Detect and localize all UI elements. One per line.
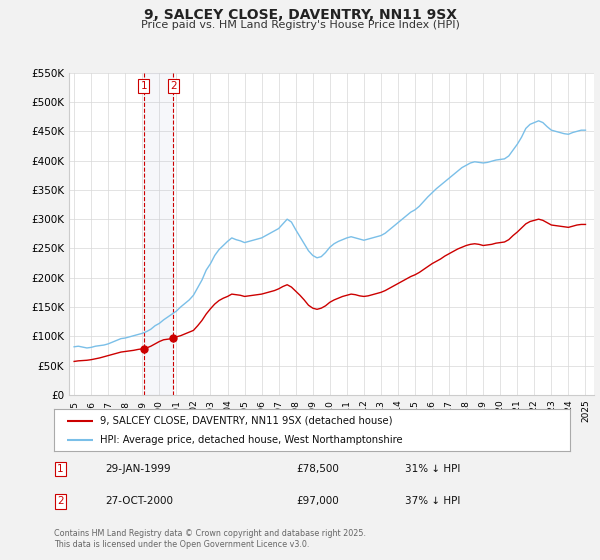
- Text: Price paid vs. HM Land Registry's House Price Index (HPI): Price paid vs. HM Land Registry's House …: [140, 20, 460, 30]
- Text: 27-OCT-2000: 27-OCT-2000: [106, 496, 173, 506]
- Text: £97,000: £97,000: [296, 496, 339, 506]
- Text: 2: 2: [170, 81, 176, 91]
- Text: 1: 1: [140, 81, 147, 91]
- Bar: [143, 73, 173, 395]
- Text: 2: 2: [57, 496, 64, 506]
- Text: Contains HM Land Registry data © Crown copyright and database right 2025.
This d: Contains HM Land Registry data © Crown c…: [54, 529, 366, 549]
- Text: 37% ↓ HPI: 37% ↓ HPI: [405, 496, 460, 506]
- Text: 31% ↓ HPI: 31% ↓ HPI: [405, 464, 460, 474]
- Text: 1: 1: [57, 464, 64, 474]
- Text: HPI: Average price, detached house, West Northamptonshire: HPI: Average price, detached house, West…: [100, 435, 403, 445]
- Text: 29-JAN-1999: 29-JAN-1999: [106, 464, 171, 474]
- Text: £78,500: £78,500: [296, 464, 340, 474]
- Text: 9, SALCEY CLOSE, DAVENTRY, NN11 9SX: 9, SALCEY CLOSE, DAVENTRY, NN11 9SX: [143, 8, 457, 22]
- Text: 9, SALCEY CLOSE, DAVENTRY, NN11 9SX (detached house): 9, SALCEY CLOSE, DAVENTRY, NN11 9SX (det…: [100, 416, 393, 426]
